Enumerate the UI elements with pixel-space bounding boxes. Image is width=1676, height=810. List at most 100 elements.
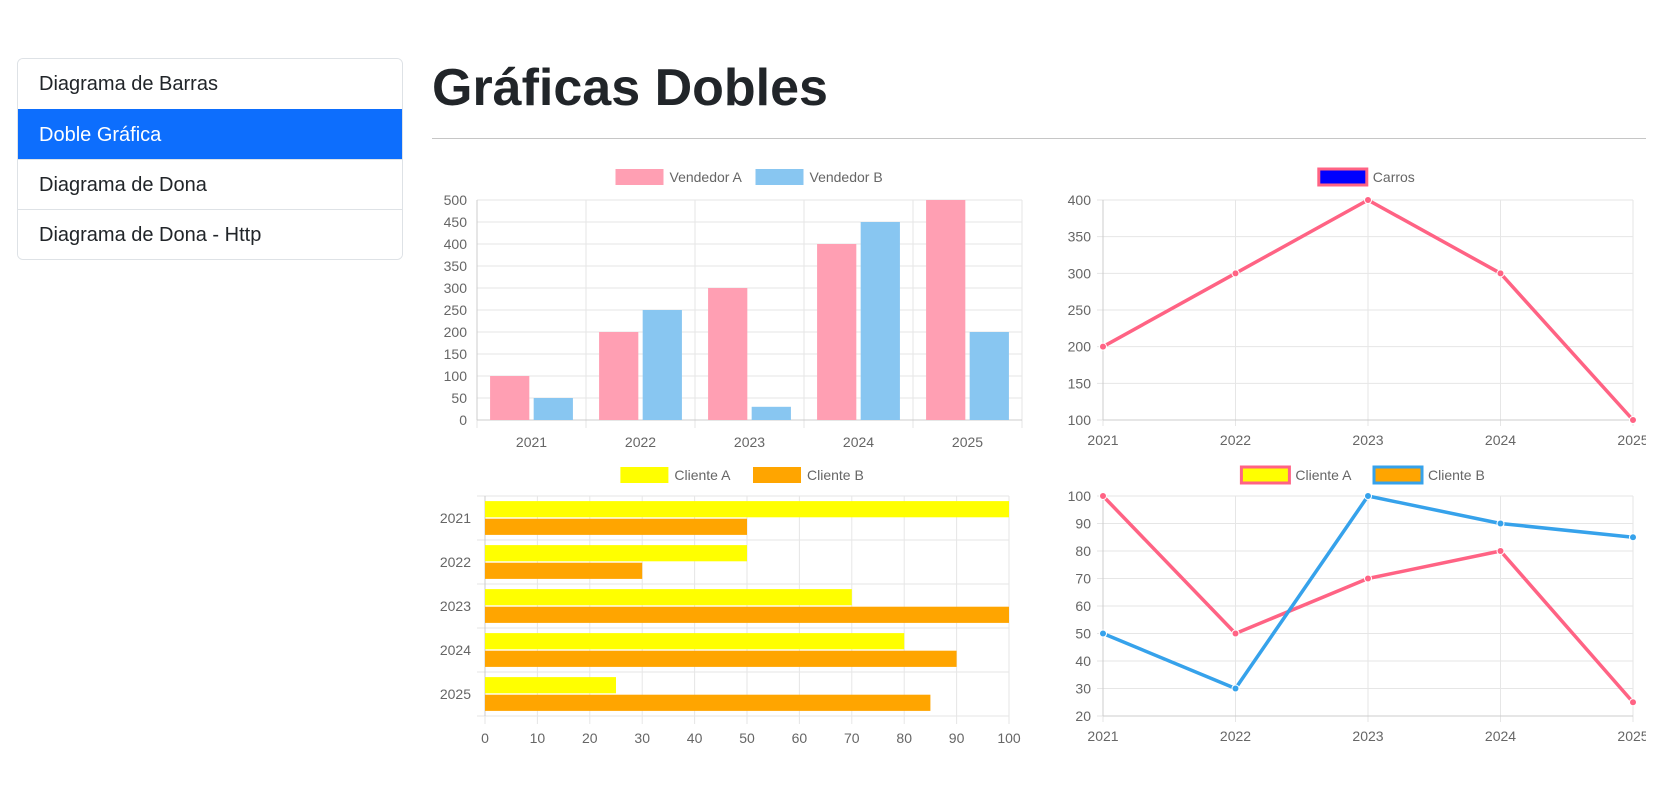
chart-carros-svg: 100 150 200 250 300 350 400 2021 2022 2023 2024 202… bbox=[1068, 167, 1646, 448]
sidebar-item-diagrama-de-dona[interactable]: Diagrama de Dona bbox=[18, 159, 402, 209]
legend-label: Cliente A bbox=[674, 467, 731, 483]
y-tick-label: 20 bbox=[1075, 708, 1091, 724]
y-tick-label: 30 bbox=[1075, 681, 1091, 697]
y-tick-label: 350 bbox=[444, 258, 468, 274]
point-cliente-b bbox=[1099, 629, 1107, 638]
bar-cliente-a bbox=[485, 589, 852, 606]
x-tick-label: 70 bbox=[844, 730, 860, 746]
sidebar-item-diagrama-de-barras[interactable]: Diagrama de Barras bbox=[18, 59, 402, 109]
sidebar-item-doble-grafica[interactable]: Doble Gráfica bbox=[18, 109, 402, 159]
y-tick-label: 2023 bbox=[440, 598, 471, 614]
bar-cliente-a bbox=[485, 545, 747, 562]
bar-vendedor-a bbox=[926, 200, 966, 420]
legend-label: Cliente A bbox=[1295, 467, 1352, 483]
bar-vendedor-b bbox=[751, 406, 791, 420]
y-tick-label: 70 bbox=[1075, 571, 1091, 587]
point-cliente-a bbox=[1364, 574, 1372, 583]
point-carros bbox=[1629, 416, 1637, 424]
y-tick-label: 2021 bbox=[440, 510, 471, 526]
x-tick-label: 80 bbox=[896, 730, 912, 746]
point-cliente-b bbox=[1496, 519, 1505, 528]
point-cliente-a bbox=[1231, 629, 1240, 638]
bar-vendedor-a bbox=[490, 376, 530, 420]
y-tick-label: 200 bbox=[1068, 339, 1092, 355]
point-cliente-b bbox=[1231, 684, 1240, 693]
x-tick-label: 100 bbox=[997, 730, 1021, 746]
x-tick-label: 2024 bbox=[843, 434, 874, 450]
x-tick-label: 2023 bbox=[1352, 432, 1383, 448]
title-divider bbox=[432, 138, 1646, 139]
chart-vendedores-svg: 0 50 100 150 200 250 300 350 400 450 500 2021 2022 20… bbox=[444, 169, 1023, 450]
y-tick-label: 450 bbox=[444, 214, 468, 230]
y-tick-label: 250 bbox=[1068, 302, 1092, 318]
legend-swatch bbox=[1239, 465, 1291, 485]
x-tick-label: 2022 bbox=[1220, 728, 1251, 744]
chart-clientes-line-svg: 20 30 40 50 60 70 80 90 100 2021 2022 2023 2024 2025 C… bbox=[1068, 465, 1646, 744]
y-tick-label: 2024 bbox=[440, 642, 471, 658]
legend-label: Vendedor A bbox=[670, 169, 743, 185]
point-cliente-b bbox=[1364, 492, 1372, 500]
bar-vendedor-b bbox=[969, 332, 1009, 420]
x-tick-label: 60 bbox=[792, 730, 808, 746]
legend-swatch bbox=[615, 169, 664, 185]
y-tick-label: 50 bbox=[451, 390, 467, 406]
sidebar-item-diagrama-de-dona-http[interactable]: Diagrama de Dona - Http bbox=[18, 209, 402, 259]
chart-vendedores-bar: 0 50 100 150 200 250 300 350 400 450 500 2021 2022 20… bbox=[432, 160, 1032, 450]
x-tick-label: 30 bbox=[634, 730, 650, 746]
y-tick-label: 0 bbox=[459, 412, 467, 428]
bar-cliente-b bbox=[485, 694, 931, 711]
x-tick-label: 2022 bbox=[625, 434, 656, 450]
y-tick-label: 250 bbox=[444, 302, 468, 318]
legend-swatch bbox=[755, 169, 804, 185]
legend-swatch bbox=[1317, 167, 1369, 187]
bar-vendedor-b bbox=[533, 398, 573, 420]
bar-cliente-a bbox=[485, 501, 1009, 518]
y-tick-label: 2025 bbox=[440, 686, 471, 702]
point-cliente-a bbox=[1496, 547, 1505, 555]
y-tick-label: 40 bbox=[1075, 653, 1091, 669]
chart-clientes-line: 20 30 40 50 60 70 80 90 100 2021 2022 2023 2024 2025 C… bbox=[1040, 453, 1646, 753]
point-carros bbox=[1099, 342, 1107, 351]
y-tick-label: 500 bbox=[444, 192, 468, 208]
x-tick-label: 50 bbox=[739, 730, 755, 746]
bar-cliente-b bbox=[485, 650, 957, 667]
bar-cliente-a bbox=[485, 633, 905, 650]
point-carros bbox=[1496, 269, 1505, 278]
x-tick-label: 0 bbox=[481, 730, 489, 746]
x-tick-label: 10 bbox=[530, 730, 546, 746]
x-tick-label: 2021 bbox=[1087, 432, 1118, 448]
legend-label: Vendedor B bbox=[810, 169, 883, 185]
y-tick-label: 400 bbox=[444, 236, 468, 252]
point-cliente-a bbox=[1099, 492, 1107, 500]
y-tick-label: 90 bbox=[1075, 516, 1091, 532]
y-tick-label: 300 bbox=[1068, 265, 1092, 281]
point-carros bbox=[1231, 269, 1240, 278]
x-tick-label: 2025 bbox=[952, 434, 983, 450]
y-tick-label: 50 bbox=[1075, 626, 1091, 642]
y-tick-label: 200 bbox=[444, 324, 468, 340]
legend-label: Cliente B bbox=[807, 467, 864, 483]
legend-label: Cliente B bbox=[1428, 467, 1485, 483]
legend-label: Carros bbox=[1373, 169, 1415, 185]
x-tick-label: 2021 bbox=[1087, 728, 1118, 744]
x-tick-label: 2024 bbox=[1485, 432, 1516, 448]
y-tick-label: 150 bbox=[1068, 375, 1092, 391]
bar-cliente-a bbox=[485, 677, 616, 694]
y-tick-label: 80 bbox=[1075, 543, 1091, 559]
bar-vendedor-a bbox=[599, 332, 639, 420]
bar-vendedor-a bbox=[817, 244, 857, 420]
page-title: Gráficas Dobles bbox=[432, 59, 828, 117]
point-cliente-a bbox=[1629, 698, 1637, 707]
x-tick-label: 2023 bbox=[1352, 728, 1383, 744]
bar-cliente-b bbox=[485, 518, 747, 535]
bar-cliente-b bbox=[485, 562, 643, 579]
y-tick-label: 350 bbox=[1068, 229, 1092, 245]
legend-swatch bbox=[1372, 465, 1424, 485]
chart-carros-line: 100 150 200 250 300 350 400 2021 2022 2023 2024 202… bbox=[1040, 160, 1646, 450]
y-tick-label: 100 bbox=[444, 368, 468, 384]
point-carros bbox=[1364, 196, 1372, 204]
x-tick-label: 2024 bbox=[1485, 728, 1516, 744]
bar-vendedor-b bbox=[860, 222, 900, 420]
y-tick-label: 2022 bbox=[440, 554, 471, 570]
bar-vendedor-a bbox=[708, 288, 748, 420]
